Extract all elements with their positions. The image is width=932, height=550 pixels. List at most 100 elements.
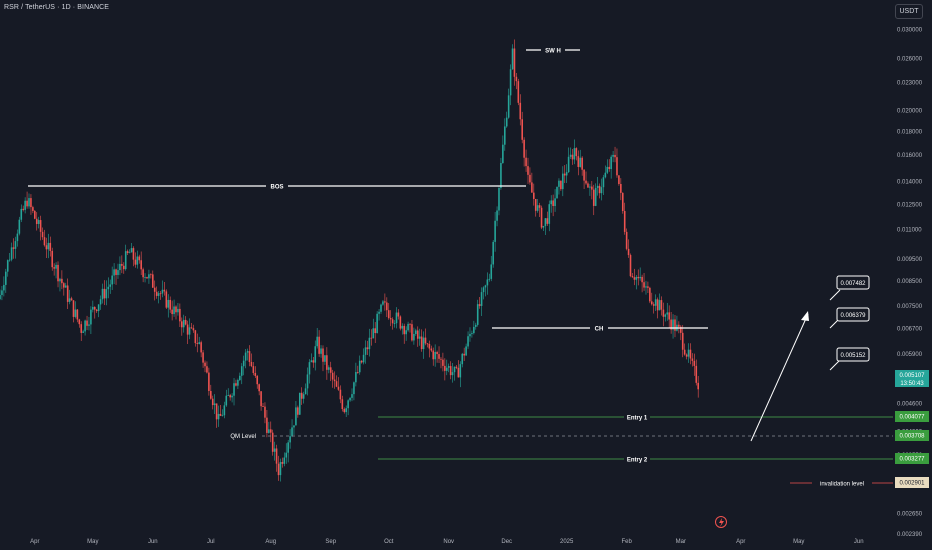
candle-body — [635, 276, 638, 280]
candle-body — [563, 173, 566, 176]
candle-body — [631, 276, 634, 278]
candle-body — [538, 205, 541, 208]
candle-body — [387, 310, 390, 319]
entry2-price: 0.003277 — [899, 457, 925, 463]
candle-body — [248, 351, 251, 362]
candle-body — [285, 452, 288, 458]
qm-label: QM Level — [230, 434, 256, 440]
candle-body — [57, 264, 59, 282]
candle-body — [372, 328, 375, 339]
candle-body — [413, 333, 415, 341]
candle-body — [18, 219, 21, 234]
candle-body — [211, 398, 214, 406]
candle-body — [181, 321, 183, 328]
entry2-price-badge — [895, 453, 929, 464]
candle-body — [155, 291, 158, 296]
time-axis[interactable]: Apr May Jun Jul Aug Sep Oct Nov Dec 2025 Feb Mar Apr… — [30, 539, 863, 545]
entry2-label-bg — [624, 454, 650, 464]
candle-body — [231, 395, 233, 398]
candle-body — [95, 309, 98, 312]
target1-box[interactable] — [836, 347, 870, 362]
candle-body — [196, 343, 199, 344]
candle-body — [562, 173, 564, 190]
invalidation-price-badge — [895, 477, 929, 488]
candle-body — [395, 312, 398, 324]
time-tick-label: Aug — [265, 539, 276, 545]
candle-body — [165, 291, 168, 308]
candle-body — [573, 148, 576, 160]
candle-body — [295, 407, 297, 426]
candle-body — [614, 154, 616, 158]
candle-body — [391, 319, 394, 324]
candle-body — [606, 166, 609, 173]
candle-body — [80, 324, 83, 333]
candle-body — [480, 292, 483, 306]
candle-body — [647, 286, 649, 288]
target2-box[interactable] — [836, 307, 870, 322]
candle-body — [297, 407, 299, 415]
candle-body — [380, 304, 382, 312]
candle-body — [266, 417, 268, 433]
candle-body — [517, 81, 520, 103]
candle-body — [457, 367, 460, 378]
candle-body — [366, 347, 369, 350]
candle-body — [444, 365, 446, 371]
candle-body — [608, 166, 611, 170]
candle-body — [78, 319, 81, 325]
candle-body — [519, 102, 522, 120]
candle-body — [324, 355, 326, 362]
candle-body — [386, 302, 388, 311]
candle-body — [494, 220, 496, 242]
currency-button[interactable]: USDT — [895, 4, 923, 19]
candle-body — [128, 252, 131, 254]
candle-body — [318, 336, 320, 354]
candle-body — [583, 169, 585, 181]
candle-body — [358, 360, 361, 373]
candle-body — [115, 269, 117, 275]
candle-body — [451, 372, 454, 376]
candle-body — [442, 359, 444, 366]
candle-body — [670, 319, 672, 330]
candle-body — [256, 375, 259, 385]
candle-body — [618, 175, 620, 185]
candle-body — [490, 264, 493, 279]
candle-body — [650, 301, 653, 305]
candle-body — [424, 337, 427, 344]
candle-body — [144, 277, 146, 278]
candle-body — [153, 287, 156, 292]
candle-body — [554, 198, 556, 207]
candle-body — [589, 186, 591, 188]
price-tick-label: 0.014000 — [897, 180, 923, 186]
candle-body — [672, 319, 674, 330]
candle-body — [130, 248, 133, 253]
bos-label-bg — [266, 181, 288, 191]
candle-body — [298, 392, 301, 415]
candle-body — [20, 208, 23, 220]
price-tick-label: 0.030000 — [897, 28, 923, 34]
candle-body — [167, 299, 170, 308]
ch-label: CH — [595, 327, 604, 333]
candle-body — [339, 389, 342, 400]
candle-body — [484, 285, 487, 288]
candle-body — [492, 241, 494, 265]
candle-body — [502, 144, 504, 164]
entry1-label: Entry 1 — [627, 416, 648, 422]
candle-body — [349, 397, 351, 401]
candle-body — [186, 324, 189, 335]
bos-label: BOS — [270, 185, 283, 191]
flash-icon[interactable] — [715, 516, 727, 528]
candle-body — [474, 324, 477, 327]
candle-body — [405, 330, 407, 335]
candle-body — [316, 336, 318, 347]
candle-body — [598, 185, 601, 194]
candle-body — [660, 300, 663, 310]
candle-body — [213, 403, 216, 406]
candle-body — [289, 436, 291, 443]
target1-label: 0.005152 — [840, 353, 866, 359]
candle-body — [678, 324, 680, 327]
target3-box[interactable] — [836, 275, 870, 290]
candle-body — [132, 248, 135, 260]
candle-body — [571, 154, 574, 160]
time-tick-label: Oct — [384, 539, 394, 545]
